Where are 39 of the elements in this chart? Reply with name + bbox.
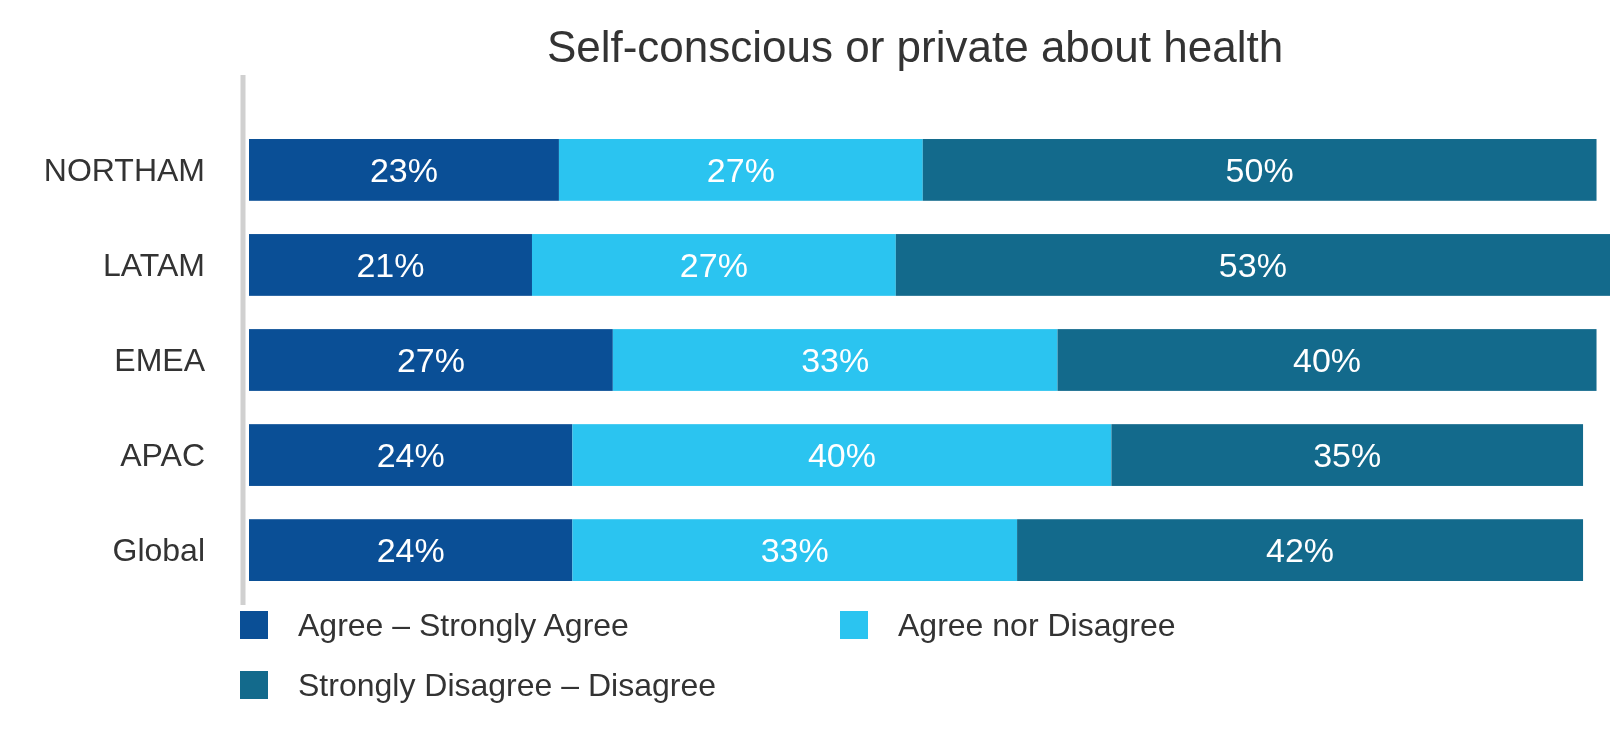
y-tick-label: EMEA <box>114 342 206 379</box>
y-tick-label: LATAM <box>103 247 205 284</box>
data-label: 33% <box>760 531 829 569</box>
data-label: 35% <box>1313 435 1382 474</box>
bar <box>558 139 923 201</box>
bar <box>249 424 573 486</box>
data-label: 42% <box>1266 531 1335 569</box>
bar <box>895 234 1610 296</box>
bar <box>572 424 1112 486</box>
data-label: 23% <box>369 150 438 189</box>
y-tick-label: Global <box>112 532 205 569</box>
data-label: 27% <box>396 340 465 379</box>
y-tick-label: APAC <box>120 437 205 474</box>
data-label: 33% <box>801 340 870 379</box>
bar <box>249 329 613 391</box>
data-label: 40% <box>1292 340 1362 379</box>
data-label: 27% <box>679 245 748 284</box>
bar <box>922 139 1597 201</box>
data-label: 24% <box>376 531 445 569</box>
bar <box>531 234 896 296</box>
bar <box>572 519 1018 581</box>
bar <box>1017 519 1584 581</box>
data-label: 27% <box>706 150 775 189</box>
bar <box>249 234 532 296</box>
bar <box>249 519 573 581</box>
legend-label: Agree – Strongly Agree <box>298 607 629 644</box>
data-label: 40% <box>807 435 876 474</box>
bar <box>249 139 559 201</box>
bar <box>1057 329 1597 391</box>
data-label: 50% <box>1225 150 1294 189</box>
data-label: 21% <box>356 245 425 284</box>
chart-title: Self-conscious or private about health <box>546 22 1284 71</box>
legend-label: Agree nor Disagree <box>898 607 1176 644</box>
y-tick-label: NORTHAM <box>43 152 205 189</box>
bar <box>612 329 1058 391</box>
data-label: 53% <box>1218 245 1287 284</box>
data-label: 24% <box>376 435 445 474</box>
legend-label: Strongly Disagree – Disagree <box>298 667 716 704</box>
bar <box>1111 424 1584 486</box>
